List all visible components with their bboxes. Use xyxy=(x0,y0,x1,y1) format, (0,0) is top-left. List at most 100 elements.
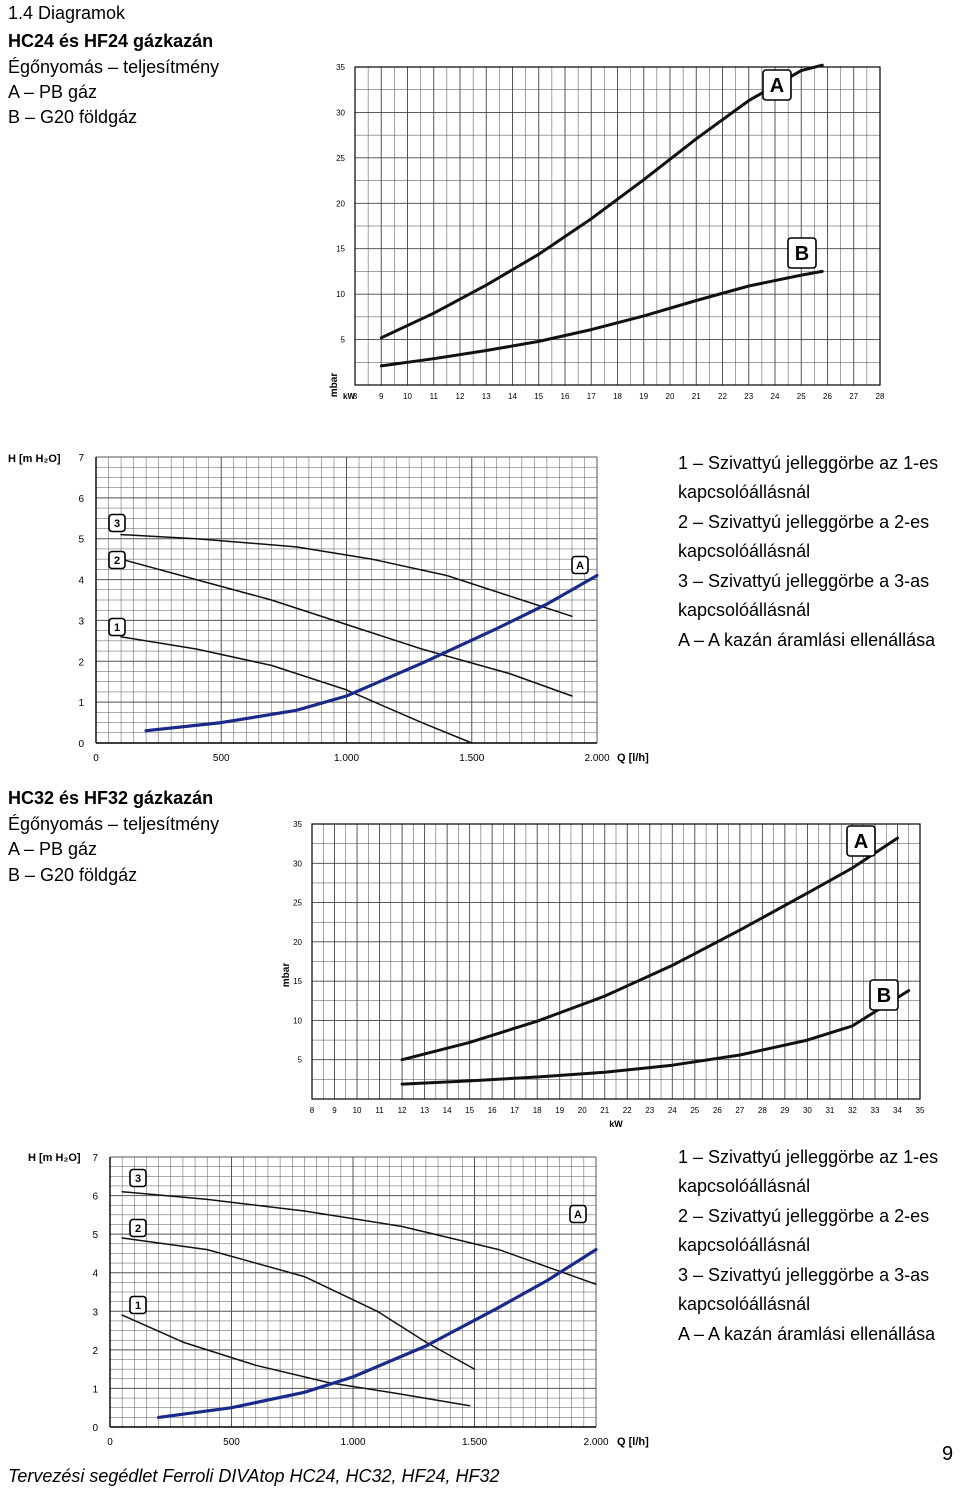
x-tick-label: 33 xyxy=(871,1106,880,1115)
x-tick-label: 8 xyxy=(310,1106,315,1115)
y-tick-label: 25 xyxy=(293,899,302,908)
x-tick-label: 17 xyxy=(510,1106,519,1115)
series-line-B xyxy=(379,269,824,368)
y-axis-label: mbar xyxy=(281,963,292,988)
series-badge-3-box xyxy=(129,1168,147,1188)
block2-line-a: A – PB gáz xyxy=(8,839,98,859)
legend2-line-6: kapcsolóállásnál xyxy=(678,1294,811,1314)
block1-title: HC24 és HF24 gázkazán xyxy=(8,31,214,51)
x-tick-label: 15 xyxy=(534,392,543,401)
legend2-line-2: kapcsolóállásnál xyxy=(678,1176,811,1196)
legend1-line-1: 1 – Szivattyú jelleggörbe az 1-es xyxy=(678,453,939,473)
legend2-line-7: A – A kazán áramlási ellenállása xyxy=(678,1324,936,1344)
x-tick-label: 24 xyxy=(668,1106,677,1115)
plot-frame xyxy=(311,823,921,1100)
series-line-A xyxy=(379,63,824,340)
series-badge-3: 3 xyxy=(135,1173,141,1185)
x-tick-label: 26 xyxy=(823,392,832,401)
x-tick-label: 18 xyxy=(613,392,622,401)
series-badge-1-box xyxy=(108,617,126,637)
x-tick-label: 30 xyxy=(803,1106,812,1115)
pump-curve-chart-hc32: 0 1 2 3 4 5 6 7 0 500 1.000 1.500 2.000 Q [l/h] H [m H… xyxy=(28,1152,649,1448)
y-axis-label: mbar xyxy=(329,373,340,398)
y-tick-label: 30 xyxy=(336,108,345,117)
x-tick-label: 2.000 xyxy=(583,1437,608,1448)
y-tick-label: 7 xyxy=(92,1153,98,1164)
y-tick-label: 3 xyxy=(92,1307,98,1318)
x-tick-label: 10 xyxy=(353,1106,362,1115)
x-tick-label: 10 xyxy=(403,392,412,401)
y-tick-label: 30 xyxy=(293,859,302,868)
x-tick-label: 11 xyxy=(375,1106,384,1115)
series-line-1 xyxy=(121,1314,471,1407)
x-tick-label: 20 xyxy=(578,1106,587,1115)
x-tick-label: 19 xyxy=(555,1106,564,1115)
y-tick-label: 2 xyxy=(78,657,84,668)
series-badge-3-box xyxy=(108,513,126,533)
x-tick-label: 27 xyxy=(735,1106,744,1115)
series-badge-1: 1 xyxy=(135,1300,141,1312)
x-tick-label: 500 xyxy=(223,1437,240,1448)
x-tick-label: 35 xyxy=(916,1106,925,1115)
grid xyxy=(95,456,598,744)
y-tick-label: 10 xyxy=(336,290,345,299)
x-tick-label: 13 xyxy=(482,392,491,401)
legend1-line-2: kapcsolóállásnál xyxy=(678,482,811,502)
x-tick-label: 21 xyxy=(692,392,701,401)
series-badge-3: 3 xyxy=(114,518,120,530)
legend1-line-7: A – A kazán áramlási ellenállása xyxy=(678,630,936,650)
x-tick-label: 34 xyxy=(893,1106,902,1115)
y-tick-label: 5 xyxy=(341,336,346,345)
series-badge-1-box xyxy=(129,1295,147,1315)
y-tick-label: 0 xyxy=(78,739,84,750)
legend1-line-3: 2 – Szivattyú jelleggörbe a 2-es xyxy=(678,512,930,532)
series-badge-2: 2 xyxy=(135,1223,141,1235)
series-badge-2-box xyxy=(129,1218,147,1238)
x-tick-label: 15 xyxy=(465,1106,474,1115)
x-tick-label: 0 xyxy=(93,753,99,764)
x-tick-label: 2.000 xyxy=(584,753,609,764)
x-tick-label: 1.000 xyxy=(334,753,359,764)
y-tick-label: 35 xyxy=(336,63,345,72)
x-tick-label: 22 xyxy=(623,1106,632,1115)
y-tick-label: 5 xyxy=(298,1056,303,1065)
y-axis-label: H [m H₂O] xyxy=(28,1152,81,1164)
x-tick-label: 25 xyxy=(690,1106,699,1115)
x-tick-label: 23 xyxy=(744,392,753,401)
series-badge-A-box xyxy=(571,555,589,575)
series-badge-A-box xyxy=(846,825,876,857)
y-tick-label: 35 xyxy=(293,820,302,829)
x-axis-label: kW xyxy=(343,392,355,401)
series-line-A xyxy=(400,836,899,1062)
y-tick-label: 5 xyxy=(92,1230,98,1241)
series-badge-B-box xyxy=(869,979,899,1011)
x-tick-label: 1.500 xyxy=(462,1437,487,1448)
y-tick-label: 3 xyxy=(78,616,84,627)
series-line-B xyxy=(400,989,911,1086)
x-tick-label: 27 xyxy=(849,392,858,401)
x-axis-label: kW xyxy=(609,1119,623,1129)
series-badge-A: A xyxy=(574,1209,582,1221)
x-tick-label: 11 xyxy=(430,392,439,401)
y-tick-label: 2 xyxy=(92,1346,98,1357)
block2-title: HC32 és HF32 gázkazán xyxy=(8,788,214,808)
x-axis-label: Q [l/h] xyxy=(617,1436,649,1448)
x-tick-label: 9 xyxy=(332,1106,337,1115)
series-badge-A: A xyxy=(854,831,868,853)
x-tick-label: 1.500 xyxy=(459,753,484,764)
series-line-3 xyxy=(121,1190,597,1286)
x-tick-label: 18 xyxy=(533,1106,542,1115)
x-tick-label: 16 xyxy=(561,392,570,401)
x-tick-label: 12 xyxy=(398,1106,407,1115)
x-tick-label: 14 xyxy=(508,392,517,401)
series-badge-B-box xyxy=(787,237,817,269)
grid xyxy=(109,1156,597,1428)
x-tick-label: 12 xyxy=(456,392,465,401)
block1-line-a: A – PB gáz xyxy=(8,82,98,102)
legend2-line-1: 1 – Szivattyú jelleggörbe az 1-es xyxy=(678,1147,939,1167)
x-axis-label: Q [l/h] xyxy=(617,752,649,764)
series-badge-A: A xyxy=(576,560,584,572)
block2-subtitle: Égőnyomás – teljesítmény xyxy=(8,814,220,834)
y-tick-label: 20 xyxy=(336,199,345,208)
grid xyxy=(311,823,921,1100)
